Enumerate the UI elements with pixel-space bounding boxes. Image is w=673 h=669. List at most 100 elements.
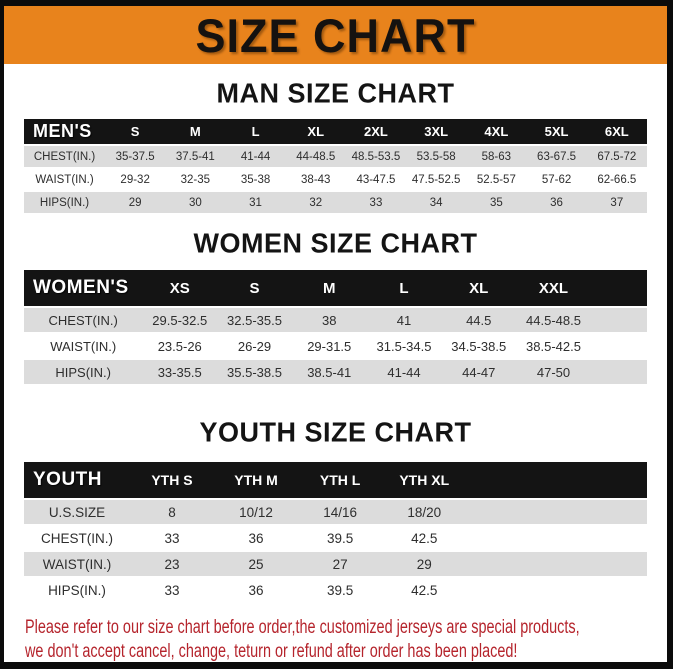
value-cell: 18/20 [382,498,467,525]
value-cell: 57-62 [526,167,587,191]
value-cell: 67.5-72 [586,144,647,168]
value-cell: 32-35 [165,167,226,191]
value-cell: 29-31.5 [291,332,367,359]
size-column-header: 5XL [526,119,587,145]
table-row: CHEST(IN.) 35-37.5 37.5-41 41-44 44-48.5 48.5… [24,144,647,168]
value-cell: 23 [129,550,214,577]
value-cell: 44-47 [441,358,517,384]
value-cell: 8 [129,498,214,525]
men-size-table-grid: MEN'S S M L XL 2XL 3XL 4XL 5XL 6XL CHEST(IN.) 35-37… [24,119,647,213]
row-label: CHEST(IN.) [24,306,143,333]
size-column-header: XL [441,270,517,307]
value-cell: 41-44 [366,358,442,384]
table-row: HIPS(IN.) 33 36 39.5 42.5 [24,576,647,602]
size-column-header: 3XL [406,119,467,145]
row-label: HIPS(IN.) [24,190,106,213]
value-cell: 44.5 [441,306,517,333]
row-spacer [590,306,647,333]
row-spacer [590,332,647,359]
value-cell: 29 [105,190,166,213]
row-label: WAIST(IN.) [24,550,130,577]
value-cell: 33 [129,524,214,551]
value-cell: 35.5-38.5 [217,358,292,384]
value-cell: 47.5-52.5 [406,167,467,191]
value-cell: 42.5 [382,576,467,602]
value-cell: 26-29 [217,332,292,359]
value-cell: 52.5-57 [466,167,527,191]
value-cell: 48.5-53.5 [345,144,407,168]
order-notice: Please refer to our size chart before or… [25,616,667,662]
row-spacer [466,550,647,577]
value-cell: 36 [526,190,587,213]
value-cell: 38-43 [285,167,346,191]
size-column-header: L [225,119,286,145]
notice-line-1: Please refer to our size chart before or… [25,617,580,638]
size-header-row: WOMEN'S XS S M L XL XXL [24,270,647,307]
notice-line-2: we don't accept cancel, change, teturn o… [25,641,518,662]
row-label: HIPS(IN.) [24,358,143,384]
size-column-header: 6XL [586,119,647,145]
row-label: U.S.SIZE [24,498,130,525]
value-cell: 27 [298,550,383,577]
value-cell: 36 [214,576,299,602]
table-row: HIPS(IN.) 33-35.5 35.5-38.5 38.5-41 41-44 44-… [24,358,647,384]
value-cell: 35-37.5 [105,144,166,168]
title-banner: SIZE CHART [4,6,667,64]
value-cell: 23.5-26 [142,332,218,359]
youth-size-chart-heading: YOUTH SIZE CHART [199,416,472,448]
size-column-header: YTH S [129,462,214,499]
size-column-header: XL [285,119,346,145]
size-column-header: XXL [516,270,591,307]
value-cell: 41-44 [225,144,286,168]
value-cell: 35-38 [225,167,286,191]
header-spacer [466,462,647,499]
size-column-header: YTH XL [382,462,467,499]
value-cell: 31 [225,190,286,213]
value-cell: 34.5-38.5 [441,332,517,359]
value-cell: 29.5-32.5 [142,306,218,333]
value-cell: 37 [586,190,647,213]
size-column-header: 4XL [466,119,527,145]
corner-label: WOMEN'S [24,270,143,307]
size-column-header: XS [142,270,218,307]
size-column-header: S [105,119,166,145]
value-cell: 29-32 [105,167,166,191]
value-cell: 58-63 [466,144,527,168]
size-column-header: M [165,119,226,145]
row-label: HIPS(IN.) [24,576,130,602]
value-cell: 38.5-41 [291,358,367,384]
table-row: HIPS(IN.) 29 30 31 32 33 34 35 36 37 [24,190,647,213]
size-column-header: YTH M [214,462,299,499]
women-size-table: WOMEN'S XS S M L XL XXL CHEST(IN.) 29.5-32.5 32.5… [4,270,667,384]
youth-size-table-grid: YOUTH YTH S YTH M YTH L YTH XL U.S.SIZE 8 10/12… [24,462,647,602]
row-spacer [590,358,647,384]
row-label: CHEST(IN.) [24,144,106,168]
women-size-chart-heading: WOMEN SIZE CHART [193,227,478,259]
value-cell: 42.5 [382,524,467,551]
page-title: SIZE CHART [195,7,476,63]
value-cell: 32 [285,190,346,213]
value-cell: 33 [129,576,214,602]
value-cell: 32.5-35.5 [217,306,292,333]
women-size-table-grid: WOMEN'S XS S M L XL XXL CHEST(IN.) 29.5-32.5 32.5… [24,270,647,384]
size-column-header: 2XL [345,119,407,145]
table-row: U.S.SIZE 8 10/12 14/16 18/20 [24,498,647,525]
corner-label: MEN'S [24,119,106,145]
table-row: WAIST(IN.) 23.5-26 26-29 29-31.5 31.5-34.5 34… [24,332,647,359]
value-cell: 53.5-58 [406,144,467,168]
men-size-table: MEN'S S M L XL 2XL 3XL 4XL 5XL 6XL CHEST(IN.) 35-37… [4,119,667,213]
youth-size-table: YOUTH YTH S YTH M YTH L YTH XL U.S.SIZE 8 10/12… [4,462,667,602]
value-cell: 63-67.5 [526,144,587,168]
size-column-header: S [217,270,292,307]
table-row: CHEST(IN.) 29.5-32.5 32.5-35.5 38 41 44.5 44.5… [24,306,647,333]
value-cell: 29 [382,550,467,577]
value-cell: 62-66.5 [586,167,647,191]
row-spacer [466,524,647,551]
value-cell: 39.5 [298,524,383,551]
row-spacer [466,576,647,602]
row-spacer [466,498,647,525]
table-row: WAIST(IN.) 29-32 32-35 35-38 38-43 43-47.5 47.… [24,167,647,191]
value-cell: 44-48.5 [285,144,346,168]
value-cell: 14/16 [298,498,383,525]
